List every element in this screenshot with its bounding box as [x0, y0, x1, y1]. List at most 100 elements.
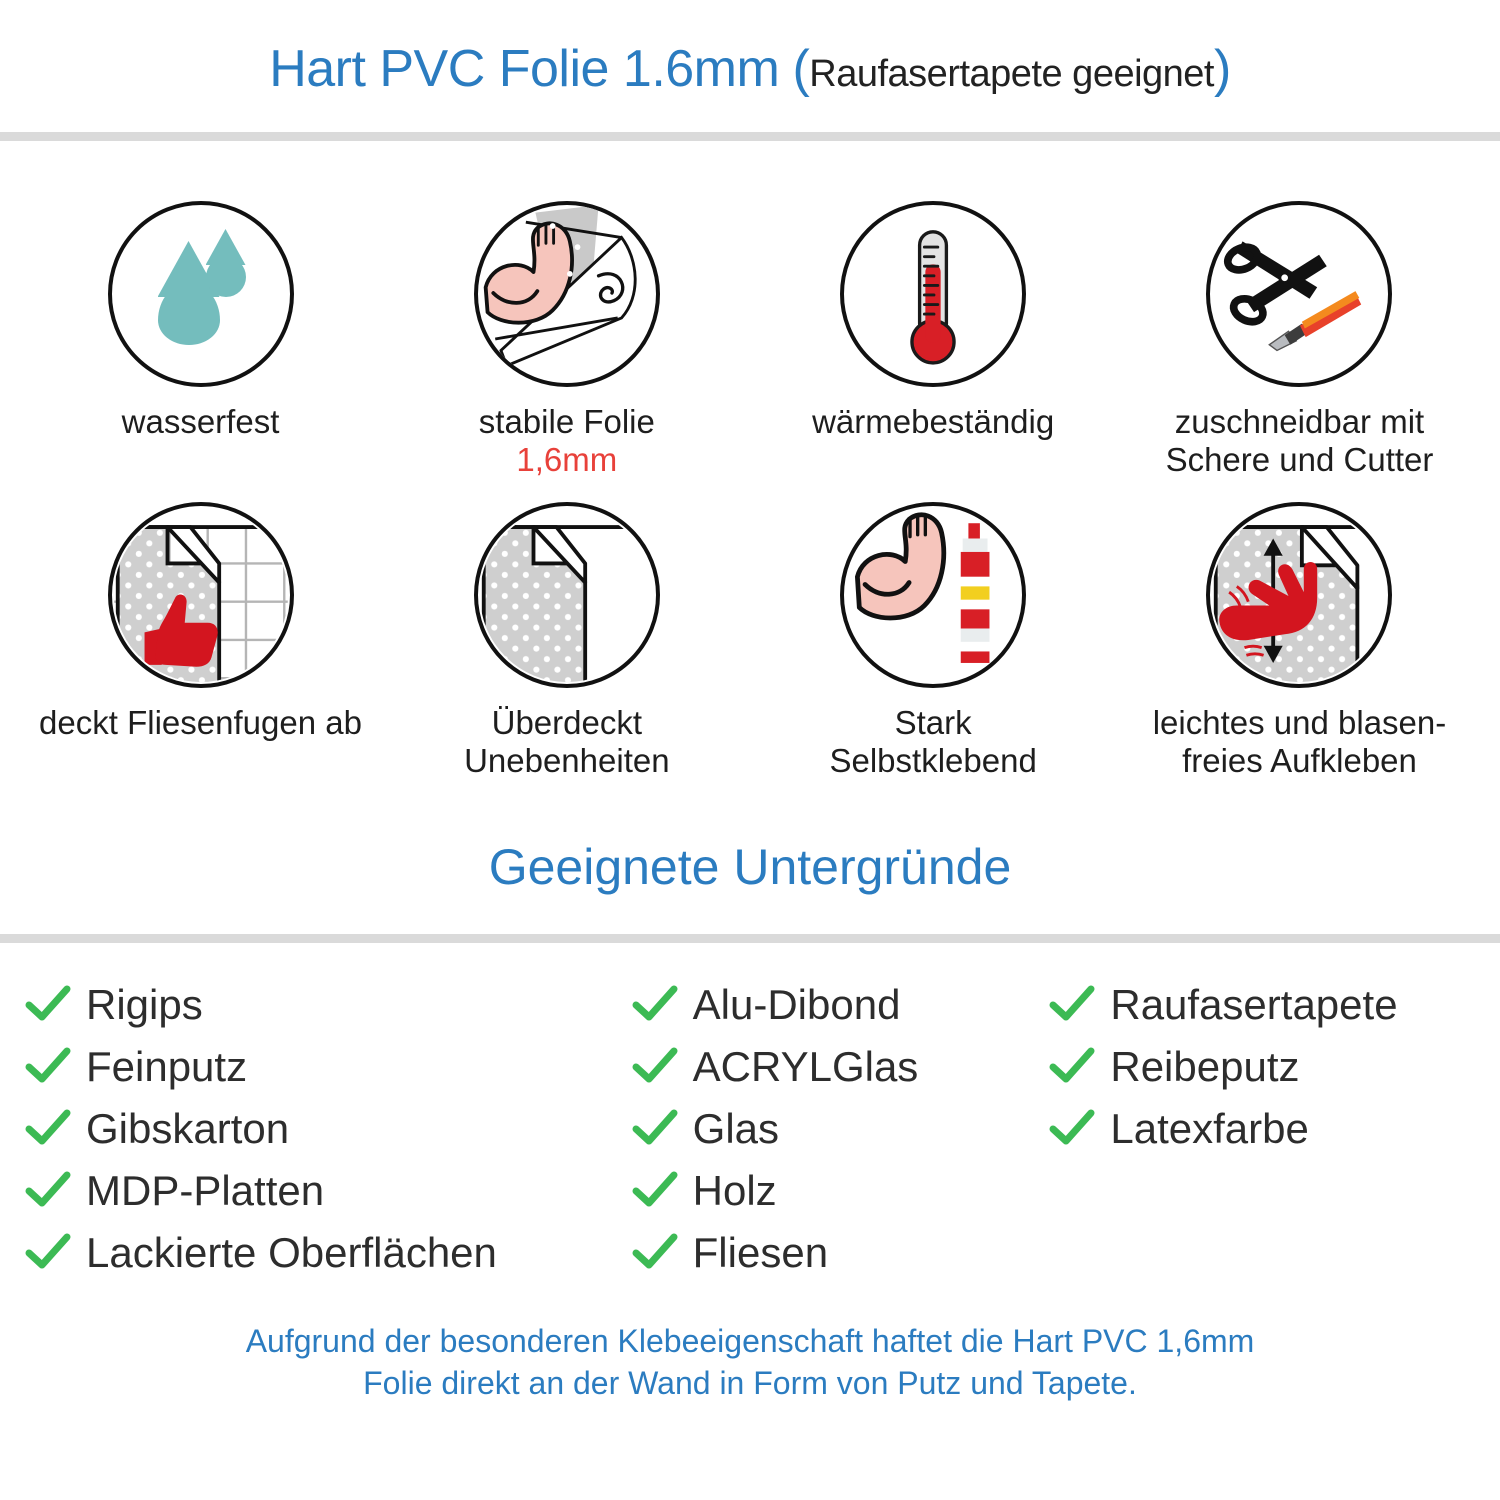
feature-stark-selbstklebend: Stark Selbstklebend [761, 501, 1106, 781]
feature-row-1: wasserfest [28, 201, 1472, 480]
substrate-column-3: Raufasertapete Reibeputz Latexfarbe [1048, 977, 1476, 1287]
title-paren-close: ) [1213, 40, 1231, 98]
substrate-lists: Rigips Feinputz Gibskarton MDP-Platten L… [0, 943, 1500, 1287]
list-item: Feinputz [24, 1039, 631, 1095]
feature-zuschneidbar: zuschneidbar mit Schere und Cutter [1127, 201, 1472, 480]
feature-row-2: deckt Fliesenfugen ab [28, 501, 1472, 781]
list-item: Fliesen [631, 1225, 1049, 1281]
page-title: Hart PVC Folie 1.6mm (Raufasertapete gee… [269, 39, 1231, 99]
check-icon [24, 1107, 72, 1151]
peeling-foil-icon [473, 501, 660, 688]
scissors-cutter-art [1210, 205, 1388, 383]
list-item-label: Feinputz [86, 1043, 248, 1091]
check-icon [24, 1045, 72, 1089]
section-heading: Geeignete Untergründe [488, 839, 1012, 896]
feature-label: stabile Folie 1,6mm [479, 403, 655, 480]
footer-line-2: Folie direkt an der Wand in Form von Put… [363, 1364, 1137, 1401]
muscle-arm-foil-roll-art [478, 205, 656, 383]
list-item: Latexfarbe [1048, 1101, 1476, 1157]
feature-label: wasserfest [121, 403, 280, 440]
feature-sublabel: 1,6mm [516, 441, 618, 479]
smoothing-hand-arrow-icon [1206, 501, 1393, 688]
feature-label-line1: Überdeckt [491, 703, 643, 741]
water-drop-small [205, 257, 246, 297]
list-item-label: Gibskarton [86, 1105, 290, 1153]
scissors-cutter-icon [1206, 201, 1393, 387]
check-icon [631, 983, 679, 1027]
list-item-label: Holz [692, 1167, 777, 1215]
list-item-label: Lackierte Oberflächen [86, 1229, 497, 1277]
muscle-arm-foil-roll-icon [473, 201, 660, 387]
header-divider [0, 132, 1500, 141]
feature-label: deckt Fliesenfugen ab [39, 703, 362, 741]
peeling-foil-art [478, 506, 656, 684]
feature-stabile-folie: stabile Folie 1,6mm [394, 201, 739, 480]
list-item: Gibskarton [24, 1101, 631, 1157]
footer-note: Aufgrund der besonderen Klebeeigenschaft… [0, 1321, 1500, 1404]
list-item-label: Fliesen [692, 1229, 829, 1277]
feature-label-text: stabile Folie [478, 403, 655, 440]
feature-label-line1: Stark [894, 703, 972, 741]
list-item-label: Glas [692, 1105, 780, 1153]
feature-icon-grid: wasserfest [0, 201, 1500, 780]
header: Hart PVC Folie 1.6mm (Raufasertapete gee… [0, 0, 1500, 132]
feature-label: Stark Selbstklebend [829, 704, 1036, 781]
feature-label-line2: Selbstklebend [829, 741, 1037, 779]
check-icon [631, 1169, 679, 1213]
title-sub: Raufasertapete geeignet [809, 53, 1214, 95]
list-item: ACRYLGlas [631, 1039, 1049, 1095]
title-paren-open: ( [792, 40, 810, 98]
list-item-label: ACRYLGlas [692, 1043, 919, 1091]
substrate-column-1: Rigips Feinputz Gibskarton MDP-Platten L… [24, 977, 631, 1287]
check-icon [1048, 983, 1096, 1027]
list-item-label: Alu-Dibond [692, 981, 901, 1029]
muscle-arm-glue-bottle-icon [840, 501, 1027, 688]
check-icon [24, 1169, 72, 1213]
feature-label: zuschneidbar mit Schere und Cutter [1166, 403, 1434, 480]
check-icon [1048, 1045, 1096, 1089]
list-item-label: Reibeputz [1110, 1043, 1300, 1091]
check-icon [631, 1107, 679, 1151]
list-item-label: Rigips [86, 981, 203, 1029]
feature-label-line1: leichtes und blasen- [1152, 703, 1447, 741]
list-item: Holz [631, 1163, 1049, 1219]
feature-ueberdeckt-unebenheiten: Überdeckt Unebenheiten [394, 501, 739, 781]
title-main: Hart PVC Folie 1.6mm [269, 40, 780, 98]
feature-wasserfest: wasserfest [28, 201, 373, 441]
list-item-label: Latexfarbe [1110, 1105, 1309, 1153]
feature-label-line1: zuschneidbar mit [1174, 403, 1425, 440]
list-item: MDP-Platten [24, 1163, 631, 1219]
smoothing-hand-arrow-art [1210, 506, 1388, 684]
feature-label-line2: Unebenheiten [464, 741, 670, 779]
list-item: Glas [631, 1101, 1049, 1157]
water-drops-icon [107, 201, 294, 387]
feature-deckt-fliesenfugen: deckt Fliesenfugen ab [28, 501, 373, 742]
feature-label: wärmebeständig [812, 403, 1055, 440]
list-item: Lackierte Oberflächen [24, 1225, 631, 1281]
list-item: Rigips [24, 977, 631, 1033]
thermometer-icon [840, 201, 1027, 387]
feature-label: leichtes und blasen- freies Aufkleben [1153, 704, 1447, 781]
water-drop-large [157, 283, 220, 345]
thumbs-up-tile-grid-art [112, 506, 290, 684]
list-item: Alu-Dibond [631, 977, 1049, 1033]
section-divider [0, 934, 1500, 944]
substrate-column-2: Alu-Dibond ACRYLGlas Glas Holz Fliesen [631, 977, 1049, 1287]
check-icon [24, 1231, 72, 1275]
list-item-label: Raufasertapete [1110, 981, 1398, 1029]
thumbs-up-tile-grid-icon [107, 501, 294, 688]
footer-line-1: Aufgrund der besonderen Klebeeigenschaft… [245, 1323, 1255, 1360]
muscle-arm-glue-bottle-art [844, 506, 1022, 684]
list-item: Reibeputz [1048, 1039, 1476, 1095]
check-icon [631, 1045, 679, 1089]
thermometer-art [844, 205, 1022, 383]
list-item-label: MDP-Platten [86, 1167, 325, 1215]
feature-label-line2: Schere und Cutter [1165, 441, 1434, 479]
feature-label: Überdeckt Unebenheiten [464, 704, 670, 781]
check-icon [631, 1231, 679, 1275]
feature-waermebestaendig: wärmebeständig [761, 201, 1106, 441]
feature-blasenfreies-aufkleben: leichtes und blasen- freies Aufkleben [1127, 501, 1472, 781]
list-item: Raufasertapete [1048, 977, 1476, 1033]
check-icon [24, 983, 72, 1027]
